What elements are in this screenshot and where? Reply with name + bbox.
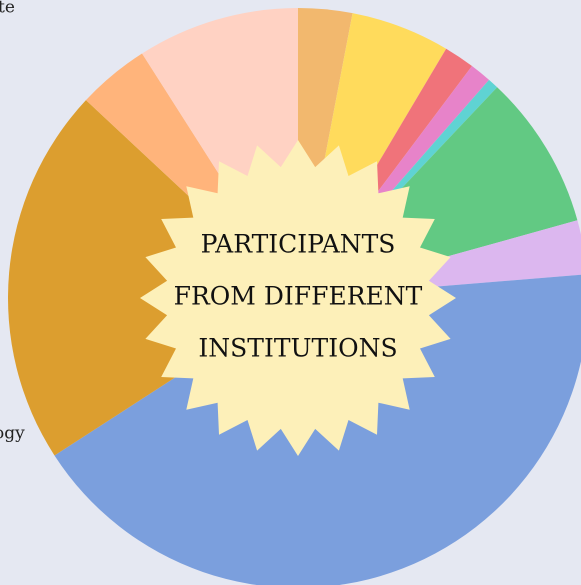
title-badge <box>140 140 456 456</box>
pie-slice <box>8 100 299 456</box>
chart-title: PARTICIPANTS <box>201 230 396 259</box>
slice-label: ogy <box>0 424 25 444</box>
chart-title: FROM DIFFERENT <box>174 282 423 311</box>
chart-title: INSTITUTIONS <box>198 334 397 363</box>
slice-label: te <box>0 0 15 18</box>
